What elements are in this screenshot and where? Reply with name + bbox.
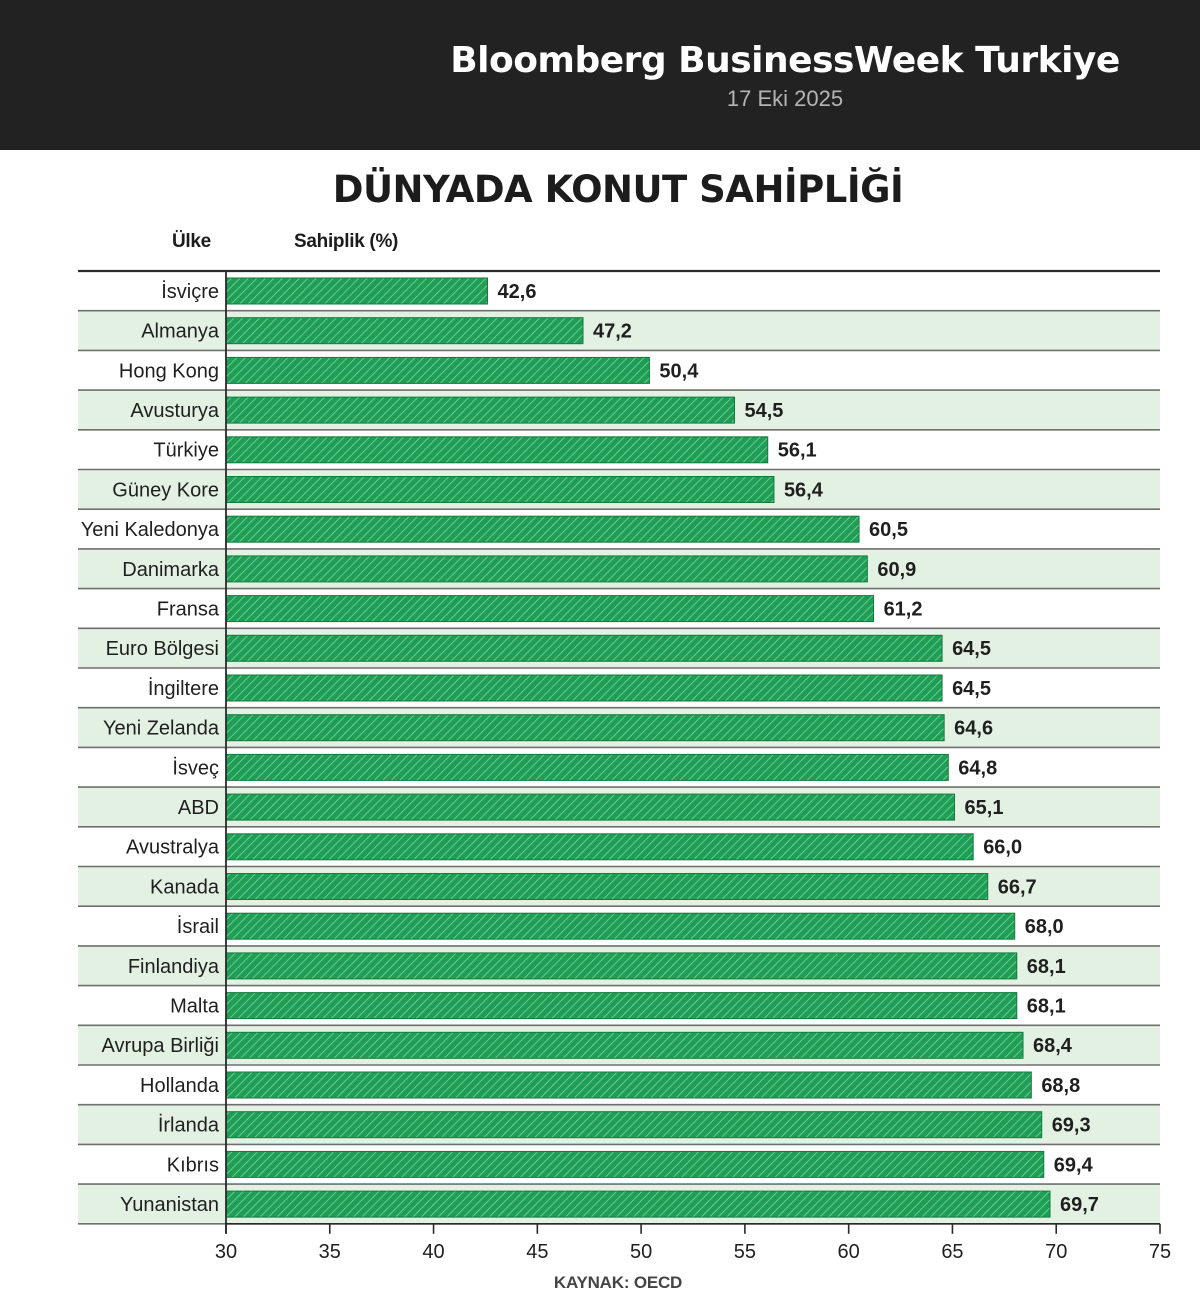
category-label: Malta (170, 995, 220, 1017)
x-tick-label: 75 (1149, 1241, 1171, 1263)
data-label: 60,5 (869, 519, 908, 541)
bar (225, 674, 943, 702)
data-label: 64,5 (952, 678, 991, 700)
category-label: İsviçre (161, 280, 219, 303)
chart-title: DÜNYADA KONUT SAHİPLİĞİ (332, 168, 904, 211)
country-column-header: Ülke (172, 231, 211, 252)
category-label: Kanada (150, 876, 220, 898)
category-label: Yunanistan (120, 1194, 219, 1216)
x-tick-label: 35 (319, 1241, 341, 1263)
data-label: 64,6 (954, 718, 993, 740)
bar (225, 595, 875, 623)
x-tick-label: 55 (734, 1241, 756, 1263)
category-label: Türkiye (153, 440, 219, 462)
category-label: İsrail (177, 915, 219, 938)
data-label: 56,4 (784, 479, 824, 501)
value-column-header: Sahiplik (%) (294, 231, 399, 252)
bar (225, 476, 775, 503)
data-label: 68,1 (1027, 956, 1066, 978)
x-tick-label: 45 (526, 1241, 548, 1263)
data-label: 60,9 (877, 559, 916, 581)
data-label: 64,5 (952, 638, 991, 660)
publish-date: 17 Eki 2025 (726, 86, 844, 111)
data-label: 47,2 (593, 321, 632, 343)
data-label: 56,1 (778, 440, 817, 462)
app-title: Bloomberg BusinessWeek Turkiye (450, 40, 1120, 81)
x-tick-label: 30 (215, 1241, 237, 1263)
source-note: KAYNAK: OECD (553, 1273, 683, 1292)
category-label: Avusturya (130, 400, 219, 422)
data-label: 42,6 (498, 281, 537, 303)
bar (225, 277, 489, 305)
data-label: 50,4 (659, 360, 699, 382)
category-label: Avustralya (126, 837, 220, 859)
category-label: Güney Kore (112, 479, 219, 501)
category-label: ABD (178, 797, 219, 819)
category-label: İrlanda (158, 1114, 220, 1137)
data-label: 64,8 (958, 757, 997, 779)
bar (225, 753, 949, 781)
category-label: Yeni Kaledonya (81, 519, 220, 541)
data-label: 66,7 (998, 876, 1037, 898)
category-label: Kıbrıs (167, 1154, 219, 1176)
bar (225, 634, 943, 662)
data-label: 61,2 (884, 598, 923, 620)
data-label: 68,0 (1025, 916, 1064, 938)
x-tick-label: 70 (1045, 1241, 1067, 1263)
category-label: Almanya (141, 321, 220, 343)
category-label: Hollanda (140, 1075, 220, 1097)
bar (225, 396, 736, 424)
data-label: 65,1 (965, 797, 1004, 819)
bar (225, 1190, 1051, 1218)
data-label: 68,8 (1041, 1075, 1080, 1097)
bar (225, 873, 989, 900)
data-label: 68,4 (1033, 1035, 1073, 1057)
bar (225, 555, 868, 583)
category-label: Avrupa Birliği (102, 1035, 219, 1057)
bar (225, 317, 584, 345)
category-label: İsveç (172, 756, 219, 779)
data-label: 68,1 (1027, 995, 1066, 1017)
category-label: Finlandiya (128, 956, 220, 978)
category-label: Yeni Zelanda (103, 718, 220, 740)
bar (225, 793, 956, 821)
bar (225, 912, 1016, 940)
data-label: 69,7 (1060, 1194, 1099, 1216)
data-label: 69,3 (1052, 1115, 1091, 1137)
data-label: 54,5 (745, 400, 784, 422)
x-tick-label: 60 (838, 1241, 860, 1263)
bar (225, 1031, 1024, 1059)
category-label: Danimarka (122, 559, 220, 581)
bar (225, 356, 650, 384)
bar (225, 714, 945, 742)
x-tick-label: 50 (630, 1241, 652, 1263)
data-label: 69,4 (1054, 1154, 1094, 1176)
bar (225, 436, 769, 464)
category-label: Fransa (157, 598, 220, 620)
bar (225, 1071, 1032, 1099)
bar (225, 833, 974, 861)
data-label: 66,0 (983, 837, 1022, 859)
category-label: İngiltere (148, 677, 219, 700)
bar (225, 1150, 1045, 1178)
x-tick-label: 40 (422, 1241, 444, 1263)
app-header-bar: Bloomberg BusinessWeek Turkiye 17 Eki 20… (0, 0, 1200, 150)
bar (225, 952, 1018, 980)
bar (225, 515, 860, 543)
bar (225, 992, 1018, 1020)
category-label: Hong Kong (119, 360, 219, 382)
bar (225, 1111, 1043, 1139)
x-tick-label: 65 (941, 1241, 963, 1263)
category-label: Euro Bölgesi (106, 638, 219, 660)
